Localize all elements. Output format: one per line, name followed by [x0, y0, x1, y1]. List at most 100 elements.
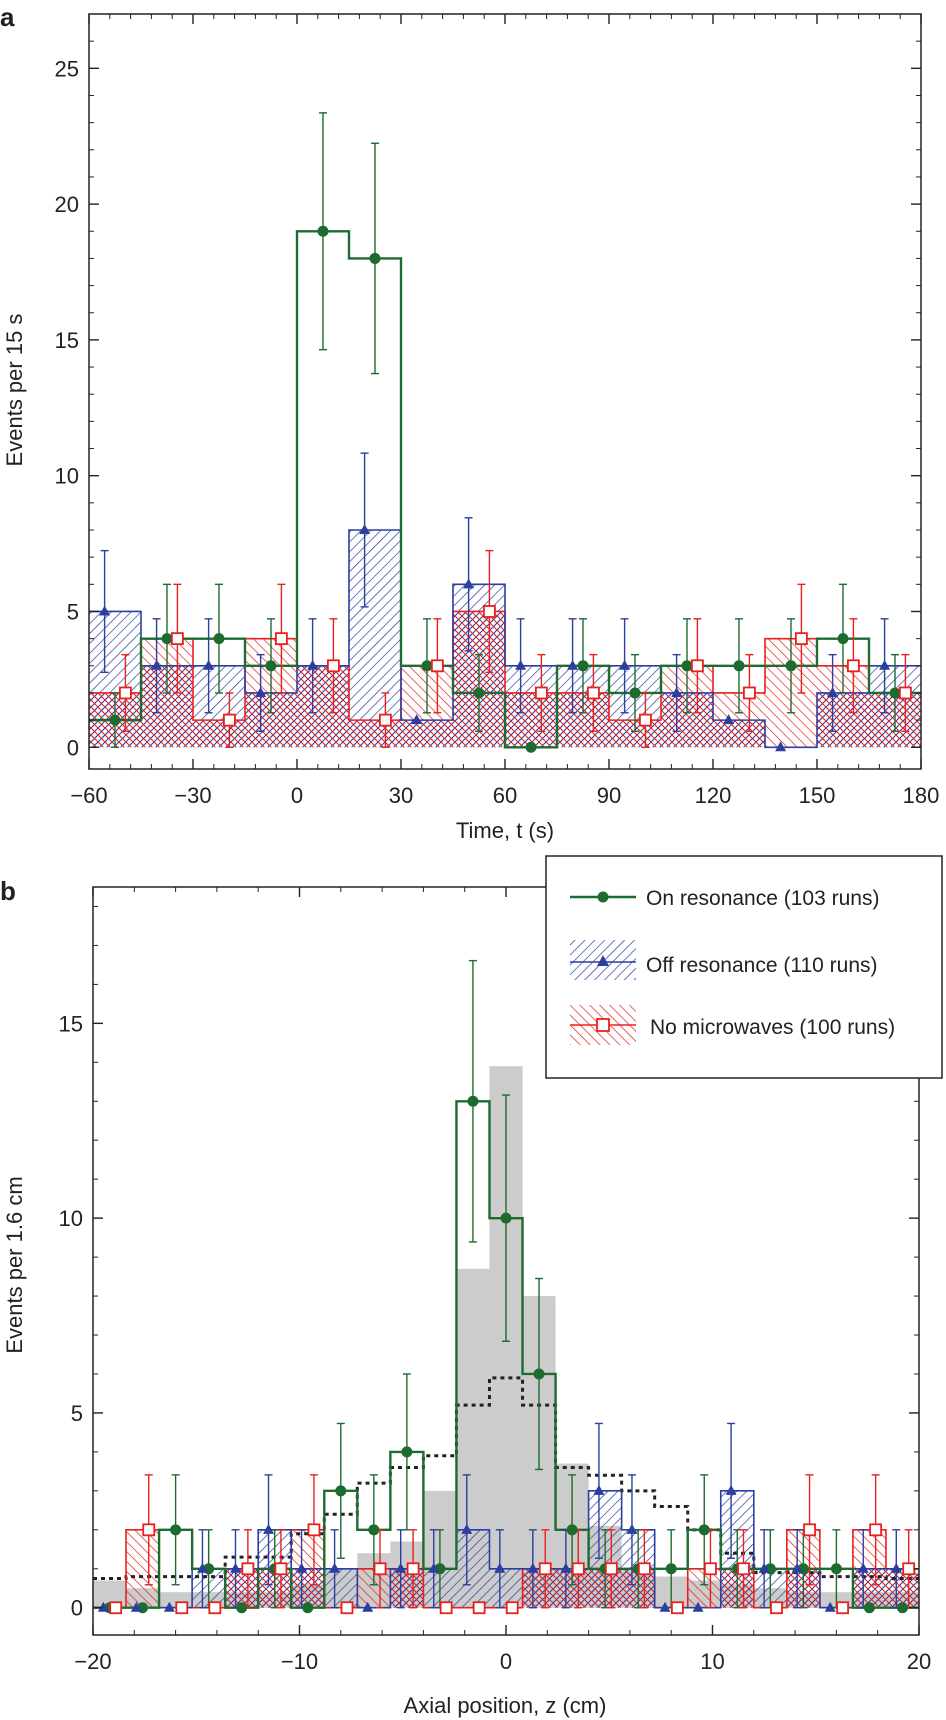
b-nomw-point — [373, 1562, 387, 1576]
a-nomw-point — [274, 632, 288, 646]
b-nomw-point — [142, 1523, 156, 1537]
b-off-point — [263, 1523, 275, 1534]
a-off-point — [151, 659, 163, 670]
a-on-point — [317, 225, 329, 237]
b-nomw-point — [571, 1562, 585, 1576]
b-nomw-point — [604, 1562, 618, 1576]
a-on-point — [369, 252, 381, 264]
a-ticks-layer: −60 −30 0 30 60 90 120 150 180 0 5 10 15 20 25 — [55, 13, 939, 808]
a-x-tick-label: 0 — [291, 783, 303, 808]
b-on-point — [566, 1524, 578, 1536]
b-y-tick-label: 0 — [71, 1596, 83, 1621]
a-on-point — [577, 660, 589, 672]
panel-b-chart: b −20 −10 0 10 20 0 5 10 15 Axial position, z (c… — [0, 876, 931, 1718]
a-on-point — [837, 633, 849, 645]
a-x-tick-label: 60 — [493, 783, 517, 808]
b-nomw-point — [208, 1601, 222, 1615]
b-off-point — [196, 1562, 208, 1573]
b-off-point — [593, 1484, 605, 1495]
b-on-point — [500, 1212, 512, 1224]
a-on-point — [109, 714, 121, 726]
b-nomw-bar — [291, 1529, 325, 1569]
b-nomw-point — [307, 1523, 321, 1537]
b-off-point — [163, 1601, 175, 1612]
b-on-point — [368, 1524, 380, 1536]
b-on-point — [830, 1563, 842, 1575]
b-off-point — [362, 1601, 374, 1612]
b-nomw-point — [439, 1601, 453, 1615]
b-nomw-bar — [126, 1529, 160, 1608]
a-nomw-point — [691, 659, 704, 673]
a-nomw-point — [535, 686, 548, 700]
b-nomw-point — [241, 1562, 255, 1576]
b-off-point — [725, 1484, 737, 1495]
b-nomw-point — [637, 1562, 651, 1576]
b-off-point — [229, 1562, 241, 1573]
b-nomw-point — [505, 1601, 519, 1615]
b-nomw-point — [109, 1601, 123, 1615]
a-off-point — [99, 605, 111, 616]
b-off-point — [395, 1562, 407, 1573]
a-nomw-point — [378, 713, 392, 727]
a-on-point — [473, 687, 485, 699]
b-off-point — [296, 1562, 308, 1573]
legend-nomw-marker — [596, 1018, 610, 1032]
a-on-point — [785, 660, 797, 672]
a-x-tick-label: −60 — [70, 783, 107, 808]
a-nomw-point — [743, 686, 756, 700]
b-overlap-bar — [390, 1568, 424, 1608]
a-overlap-bar — [193, 720, 245, 748]
a-nomw-point — [639, 713, 652, 727]
a-off-point — [515, 659, 527, 670]
a-on-point — [629, 687, 641, 699]
a-on-point — [525, 741, 537, 753]
b-off-point — [890, 1562, 902, 1573]
b-off-point — [824, 1601, 836, 1612]
a-on-point — [889, 687, 901, 699]
a-off-bar — [453, 584, 505, 612]
a-x-tick-label: 150 — [799, 783, 836, 808]
legend: On resonance (103 runs) Off resonance (1… — [545, 855, 943, 1079]
b-off-bar — [324, 1568, 358, 1608]
panel-a-chart: a −60 −30 0 30 60 90 120 150 180 0 5 10 15 20 25 Time,… — [0, 2, 939, 843]
a-off-point — [463, 578, 475, 589]
a-nomw-point — [482, 605, 496, 618]
a-nomw-point — [587, 686, 600, 700]
b-nomw-bar — [852, 1529, 886, 1569]
a-off-bar — [349, 530, 401, 721]
b-x-tick-label: −20 — [74, 1649, 111, 1674]
b-x-axis-title: Axial position, z (cm) — [404, 1693, 607, 1718]
a-off-point — [619, 659, 631, 670]
a-on-point — [213, 633, 225, 645]
panel-a-label: a — [0, 2, 15, 32]
b-nomw-point — [175, 1601, 189, 1615]
a-off-point — [411, 714, 423, 725]
b-off-point — [692, 1601, 704, 1612]
b-y-tick-label: 5 — [71, 1401, 83, 1426]
b-on-point — [236, 1602, 248, 1614]
a-on-point — [681, 660, 693, 672]
b-overlap-bar — [522, 1568, 556, 1608]
a-overlap-bar — [297, 665, 349, 748]
a-on-point — [421, 660, 433, 672]
legend-off-marker — [597, 955, 609, 966]
b-on-point — [665, 1563, 677, 1575]
b-y-axis-title: Events per 1.6 cm — [2, 1176, 27, 1353]
a-x-tick-label: −30 — [174, 783, 211, 808]
b-nomw-point — [770, 1601, 783, 1615]
a-on-point — [161, 633, 173, 645]
b-nomw-point — [340, 1601, 354, 1615]
a-off-point — [827, 686, 839, 697]
b-ticks-layer: −20 −10 0 10 20 0 5 10 15 — [59, 887, 931, 1674]
b-nomw-point — [836, 1601, 849, 1615]
a-off-point — [255, 686, 267, 697]
a-off-point — [307, 659, 319, 670]
a-overlap-bar — [401, 720, 453, 748]
b-nomw-point — [538, 1562, 552, 1576]
b-off-point — [626, 1523, 638, 1534]
a-nomw-point — [119, 686, 132, 700]
a-nomw-point — [899, 686, 912, 700]
a-y-tick-label: 20 — [55, 192, 79, 217]
b-on-point — [896, 1602, 908, 1614]
b-off-point — [97, 1601, 109, 1612]
